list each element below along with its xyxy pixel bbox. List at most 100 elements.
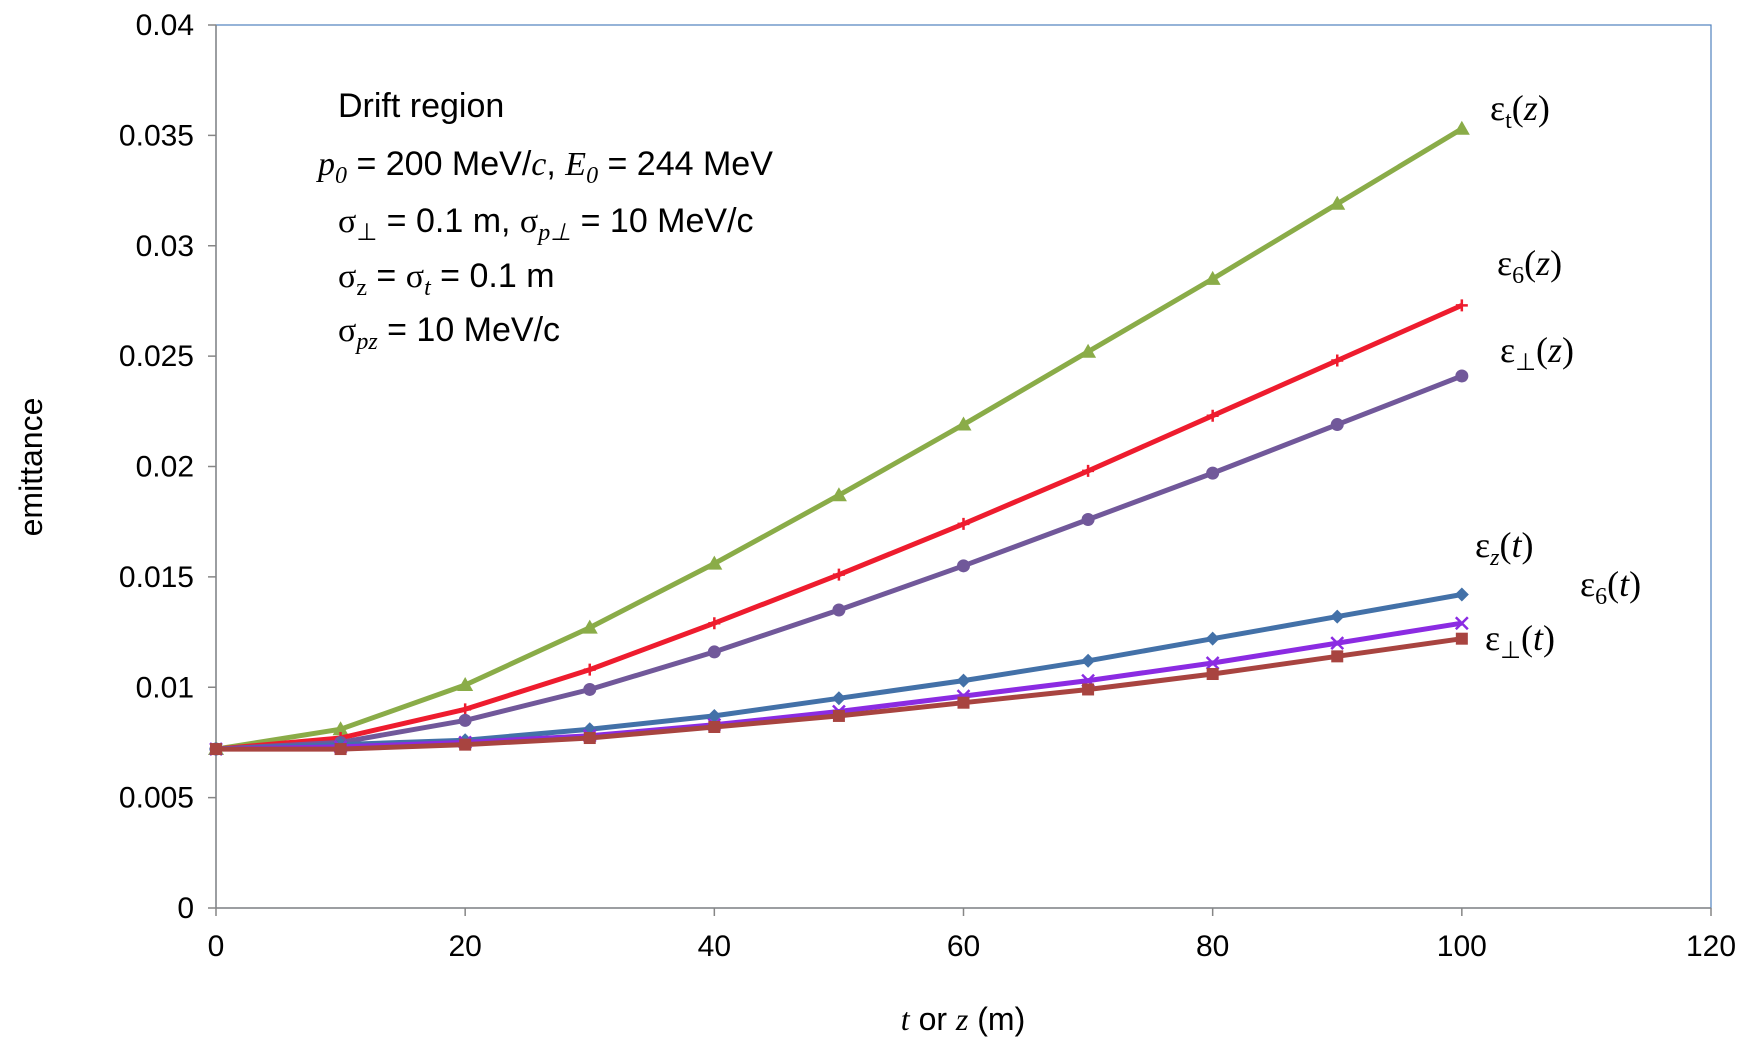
- sigma-symbol: σ: [406, 258, 424, 295]
- energy-symbol: E: [564, 146, 586, 183]
- sigma-pperp-subscript: p⊥: [536, 220, 571, 246]
- y-tick-label: 0.02: [136, 451, 194, 484]
- data-point-eps_z_t: [1205, 631, 1220, 646]
- label-eps-z-t: εz(t): [1475, 525, 1533, 571]
- data-point-eps_z_t: [707, 708, 722, 723]
- y-tick-label: 0: [177, 892, 194, 925]
- sigma-pperp-value: = 10 MeV/c: [571, 202, 753, 240]
- x-axis-title: t or z (m): [901, 1001, 1025, 1037]
- label-eps-perp-t: ε⊥(t): [1485, 618, 1555, 664]
- sigma-symbol: σ: [338, 203, 356, 240]
- data-point-eps_6_t: [1205, 656, 1220, 670]
- data-point-eps_perp_z: [957, 559, 970, 573]
- data-point-eps_z_t: [1081, 653, 1096, 668]
- annotation-line-2: p0 = 200 MeV/c, E0 = 244 MeV: [316, 145, 773, 189]
- data-point-eps_perp_z: [458, 713, 472, 727]
- sigma-pz-value: = 10 MeV/c: [378, 311, 560, 349]
- x-tick-label: 40: [698, 930, 731, 963]
- series-layer: [208, 120, 1470, 757]
- series-labels: εt(z) ε6(z) ε⊥(z) εz(t) ε6(t) ε⊥(t): [1475, 88, 1641, 664]
- series-eps_perp_t: [210, 632, 1468, 756]
- series-eps_t_z: [208, 120, 1470, 756]
- sigma-symbol: σ: [338, 312, 356, 349]
- data-point-eps_t_z: [1080, 343, 1097, 358]
- data-point-eps_perp_t: [957, 696, 970, 709]
- data-point-eps_6_z: [1455, 299, 1468, 312]
- energy-subscript: 0: [586, 163, 598, 189]
- data-point-eps_perp_z: [832, 603, 846, 617]
- momentum-symbol: p: [316, 146, 335, 183]
- sigma-symbol: σ: [338, 258, 356, 295]
- sigma-zt-value: = 0.1 m: [431, 257, 555, 295]
- x-tick-label: 120: [1686, 930, 1736, 963]
- y-tick-label: 0.015: [119, 561, 194, 594]
- annotation: Drift region p0 = 200 MeV/c, E0 = 244 Me…: [316, 87, 773, 355]
- label-eps-t-z: εt(z): [1490, 88, 1550, 134]
- annotation-line-3: σ⊥ = 0.1 m, σp⊥ = 10 MeV/c: [338, 202, 754, 246]
- data-point-eps_6_t: [1454, 616, 1469, 631]
- sigma-pz-subscript: pz: [354, 329, 378, 355]
- y-tick-label: 0.035: [119, 119, 194, 152]
- sigma-perp-value: = 0.1 m,: [377, 202, 520, 240]
- data-point-eps_z_t: [956, 673, 971, 688]
- data-point-eps_t_z: [457, 677, 474, 692]
- data-point-eps_t_z: [581, 619, 598, 634]
- data-point-eps_6_z: [1082, 464, 1095, 477]
- data-point-eps_6_t: [1330, 636, 1345, 650]
- annotation-line-1: Drift region: [338, 87, 504, 125]
- data-point-eps_t_z: [830, 487, 847, 502]
- data-point-eps_perp_z: [583, 682, 597, 696]
- data-point-eps_perp_t: [583, 732, 596, 745]
- data-point-eps_z_t: [1330, 609, 1345, 624]
- data-point-eps_6_z: [708, 617, 721, 630]
- y-tick-label: 0.025: [119, 340, 194, 373]
- momentum-value: = 200 MeV/: [347, 145, 532, 183]
- data-point-eps_perp_z: [1206, 466, 1220, 480]
- data-point-eps_t_z: [1329, 195, 1346, 210]
- data-point-eps_perp_t: [210, 743, 222, 756]
- data-point-eps_6_z: [583, 663, 596, 676]
- data-point-eps_perp_t: [1206, 668, 1219, 681]
- data-point-eps_perp_z: [1455, 369, 1469, 383]
- sigma-t-subscript: t: [424, 275, 432, 301]
- c-symbol: c: [531, 146, 546, 183]
- data-point-eps_perp_t: [832, 709, 845, 722]
- y-axis-title: emittance: [13, 398, 49, 537]
- label-eps-6-t: ε6(t): [1580, 564, 1641, 610]
- x-tick-label: 80: [1196, 930, 1229, 963]
- y-tick-label: 0.04: [136, 9, 194, 42]
- data-point-eps_6_z: [1206, 409, 1219, 422]
- data-point-eps_t_z: [1453, 120, 1470, 135]
- plot-area: [215, 24, 1712, 909]
- data-point-eps_t_z: [1204, 270, 1221, 285]
- data-point-eps_6_z: [832, 568, 845, 581]
- data-point-eps_perp_t: [459, 738, 472, 751]
- sigma-symbol: σ: [520, 203, 538, 240]
- energy-value: = 244 MeV: [598, 145, 773, 183]
- label-eps-6-z: ε6(z): [1497, 243, 1562, 289]
- y-tick-label: 0.005: [119, 782, 194, 815]
- annotation-line-4: σz = σt = 0.1 m: [338, 257, 555, 301]
- data-point-eps_6_z: [1331, 354, 1344, 367]
- data-point-eps_6_z: [459, 703, 472, 716]
- comma: ,: [546, 145, 565, 183]
- data-point-eps_t_z: [706, 555, 723, 570]
- data-point-eps_perp_z: [707, 645, 721, 659]
- data-point-eps_z_t: [1454, 587, 1469, 602]
- axes: 0 0.005 0.01 0.015 0.02 0.025 0.03 0.035 0.04 0 20…: [119, 9, 1736, 963]
- label-eps-perp-z: ε⊥(z): [1500, 330, 1574, 376]
- y-tick-label: 0.03: [136, 230, 194, 263]
- annotation-line-5: σpz = 10 MeV/c: [338, 311, 560, 355]
- data-point-eps_t_z: [955, 416, 972, 431]
- sigma-perp-subscript: ⊥: [356, 220, 377, 246]
- y-tick-label: 0.01: [136, 671, 194, 704]
- x-tick-label: 100: [1437, 930, 1487, 963]
- data-point-eps_perp_z: [1330, 418, 1344, 432]
- data-point-eps_perp_t: [1455, 632, 1468, 645]
- data-point-eps_perp_z: [1081, 512, 1095, 526]
- data-point-eps_perp_t: [1082, 683, 1095, 696]
- data-point-eps_z_t: [831, 691, 846, 706]
- momentum-subscript: 0: [335, 163, 347, 189]
- x-tick-label: 0: [208, 930, 225, 963]
